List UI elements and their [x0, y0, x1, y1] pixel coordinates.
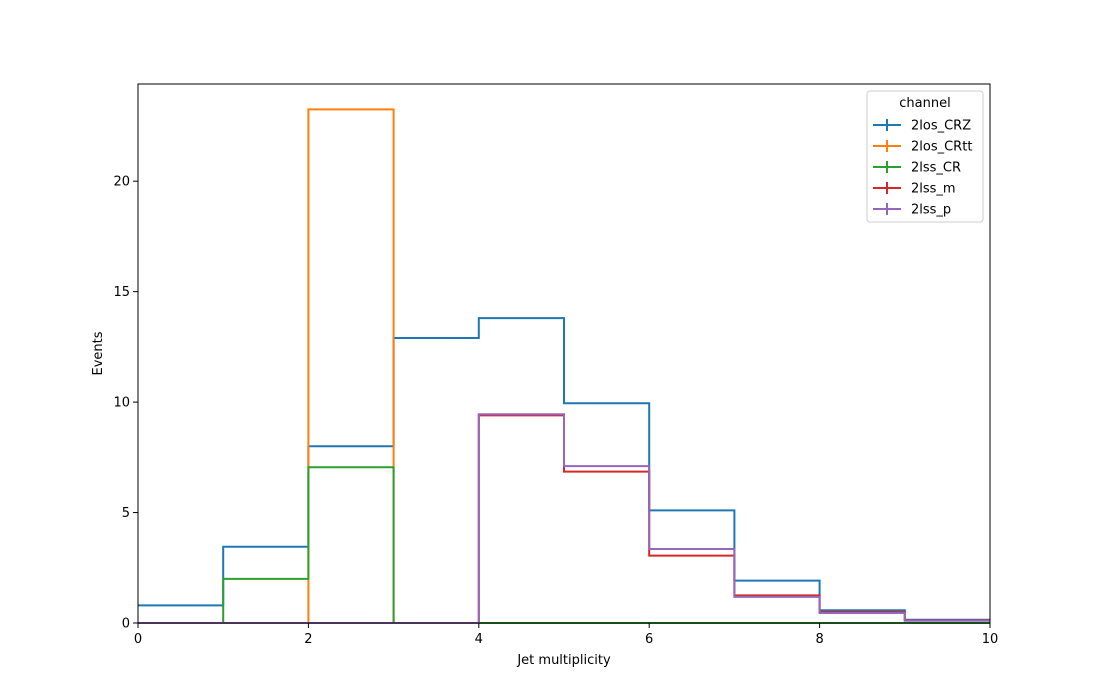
x-tick-label: 8 — [815, 632, 823, 647]
x-tick-label: 2 — [304, 632, 312, 647]
y-tick-label: 0 — [122, 617, 130, 632]
x-tick-label: 4 — [475, 632, 483, 647]
axes-frame — [137, 83, 991, 624]
y-axis-label: Events — [91, 331, 106, 375]
y-tick-label: 5 — [122, 506, 130, 521]
x-axis: 0 2 4 6 8 10 — [134, 623, 998, 647]
x-tick-label: 0 — [134, 632, 142, 647]
legend-label-2los_CRZ: 2los_CRZ — [911, 119, 971, 134]
y-tick-label: 15 — [113, 285, 130, 300]
x-tick-label: 10 — [982, 632, 999, 647]
legend-label-2lss_CR: 2lss_CR — [911, 161, 961, 176]
legend-label-2lss_m: 2lss_m — [911, 182, 956, 197]
y-axis: 0 5 10 15 20 — [113, 175, 138, 632]
x-tick-label: 6 — [645, 632, 653, 647]
legend-label-2lss_p: 2lss_p — [911, 203, 951, 218]
y-tick-label: 20 — [113, 175, 130, 190]
legend-label-2los_CRtt: 2los_CRtt — [911, 140, 972, 155]
legend-box — [866, 90, 984, 223]
legend-entries: 2los_CRZ 2los_CRtt 2lss_CR 2lss_m 2lss_p — [873, 119, 972, 218]
x-axis-label: Jet multiplicity — [516, 653, 611, 668]
y-tick-label: 10 — [113, 396, 130, 411]
legend: channel 2los_CRZ2los_CRtt2lss_CR2lss_m2l… — [866, 90, 984, 223]
legend-title: channel — [899, 96, 950, 111]
